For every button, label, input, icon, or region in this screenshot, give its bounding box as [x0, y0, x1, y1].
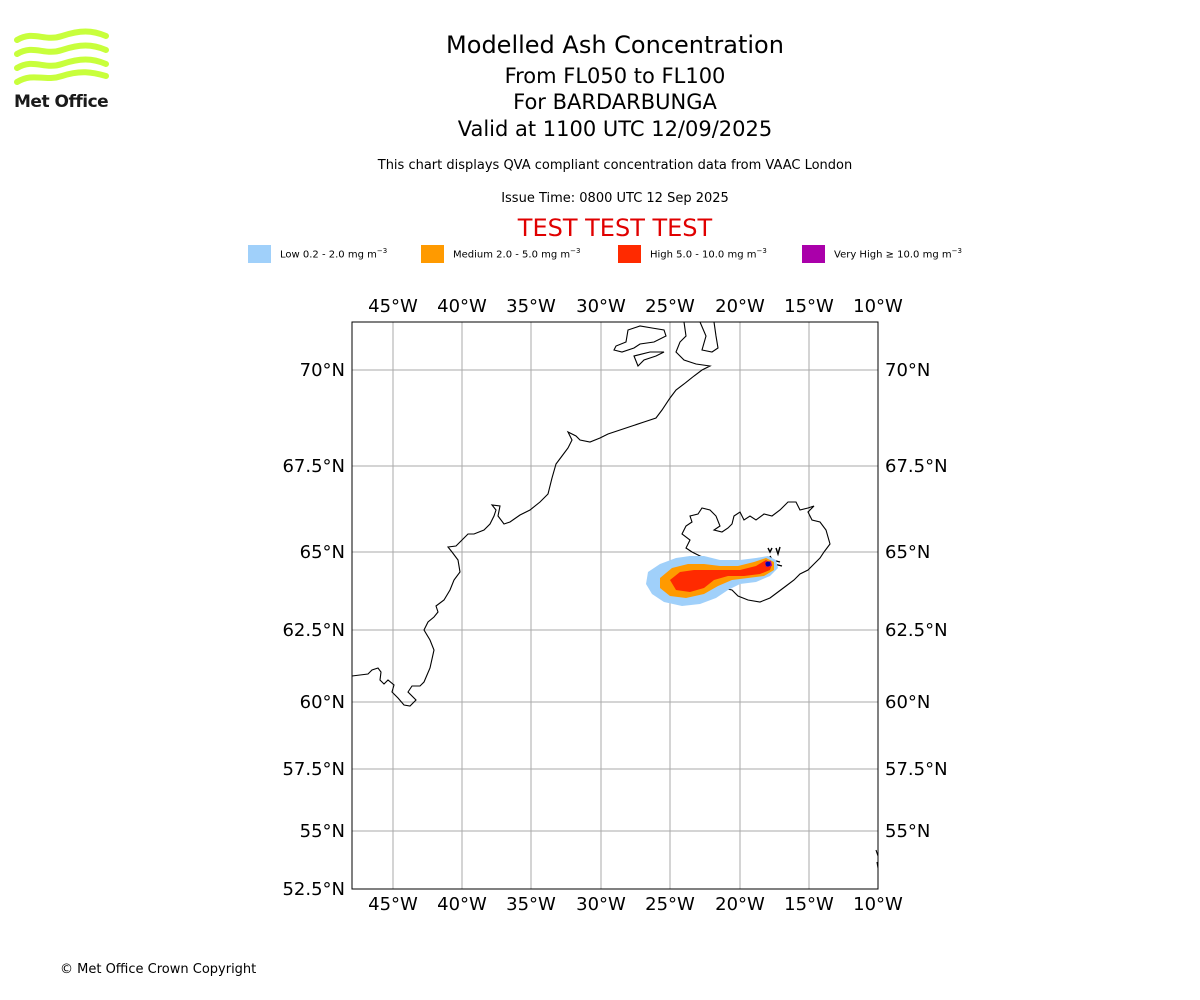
lon-label-bottom: 40°W: [437, 894, 487, 915]
lat-label-left: 60°N: [300, 692, 345, 713]
lon-label-top: 10°W: [853, 296, 903, 317]
lon-label-bottom: 15°W: [784, 894, 834, 915]
greenland-coastline: [351, 321, 712, 707]
lat-label-right: 62.5°N: [885, 620, 948, 641]
lat-label-left: 67.5°N: [282, 456, 345, 477]
copyright: © Met Office Crown Copyright: [60, 962, 257, 977]
lon-label-bottom: 30°W: [576, 894, 626, 915]
volcano-marker: [765, 561, 771, 567]
lat-label-right: 57.5°N: [885, 759, 948, 780]
lon-label-top: 35°W: [506, 296, 556, 317]
met-office-logo: [14, 28, 109, 85]
lon-label-bottom: 45°W: [368, 894, 418, 915]
lat-label-right: 65°N: [885, 542, 930, 563]
legend-label-very-high: Very High ≥ 10.0 mg m−3: [834, 247, 962, 261]
lon-label-top: 40°W: [437, 296, 487, 317]
legend-item-medium: Medium 2.0 - 5.0 mg m−3: [421, 245, 580, 263]
map-gridlines: [352, 322, 878, 889]
greenland-coastline-north: [613, 321, 719, 367]
lon-label-top: 25°W: [645, 296, 695, 317]
lat-label-right: 67.5°N: [885, 456, 948, 477]
lon-label-top: 15°W: [784, 296, 834, 317]
legend-swatch-very-high: [802, 245, 825, 263]
lon-label-bottom: 25°W: [645, 894, 695, 915]
lat-label-right: 60°N: [885, 692, 930, 713]
legend-swatch-high: [618, 245, 641, 263]
legend-item-low: Low 0.2 - 2.0 mg m−3: [248, 245, 387, 263]
legend-label-high: High 5.0 - 10.0 mg m−3: [650, 247, 767, 261]
lat-label-left: 70°N: [300, 360, 345, 381]
lon-label-top: 45°W: [368, 296, 418, 317]
chart-note: This chart displays QVA compliant concen…: [377, 158, 853, 173]
chart-title: Modelled Ash Concentration: [446, 31, 784, 59]
test-banner: TEST TEST TEST: [517, 214, 713, 242]
legend-item-very-high: Very High ≥ 10.0 mg m−3: [802, 245, 962, 263]
lat-label-left: 55°N: [300, 821, 345, 842]
valid-time: Valid at 1100 UTC 12/09/2025: [457, 117, 773, 141]
legend-label-medium: Medium 2.0 - 5.0 mg m−3: [453, 247, 581, 261]
lon-label-bottom: 35°W: [506, 894, 556, 915]
ash-high: [670, 560, 772, 592]
legend-swatch-low: [248, 245, 271, 263]
legend-item-high: High 5.0 - 10.0 mg m−3: [618, 245, 767, 263]
lat-label-left: 62.5°N: [282, 620, 345, 641]
ash-high-gap: [712, 566, 738, 570]
iceland-coastline: [681, 501, 831, 603]
legend-label-low: Low 0.2 - 2.0 mg m−3: [280, 247, 388, 261]
lon-label-top: 30°W: [576, 296, 626, 317]
lat-label-left: 57.5°N: [282, 759, 345, 780]
lat-label-right: 70°N: [885, 360, 930, 381]
legend-swatch-medium: [421, 245, 444, 263]
lon-label-bottom: 10°W: [853, 894, 903, 915]
lat-label-left: 52.5°N: [282, 879, 345, 900]
issue-time: Issue Time: 0800 UTC 12 Sep 2025: [501, 191, 729, 206]
ash-plume: [646, 556, 778, 606]
lat-label-left: 65°N: [300, 542, 345, 563]
lon-label-bottom: 20°W: [715, 894, 765, 915]
flight-level-range: From FL050 to FL100: [504, 64, 726, 88]
logo-text: Met Office: [14, 92, 109, 112]
lat-label-right: 55°N: [885, 821, 930, 842]
lon-label-top: 20°W: [715, 296, 765, 317]
volcano-name: For BARDARBUNGA: [513, 90, 717, 114]
map-frame: [351, 321, 879, 890]
iceland-detail: [765, 546, 783, 567]
